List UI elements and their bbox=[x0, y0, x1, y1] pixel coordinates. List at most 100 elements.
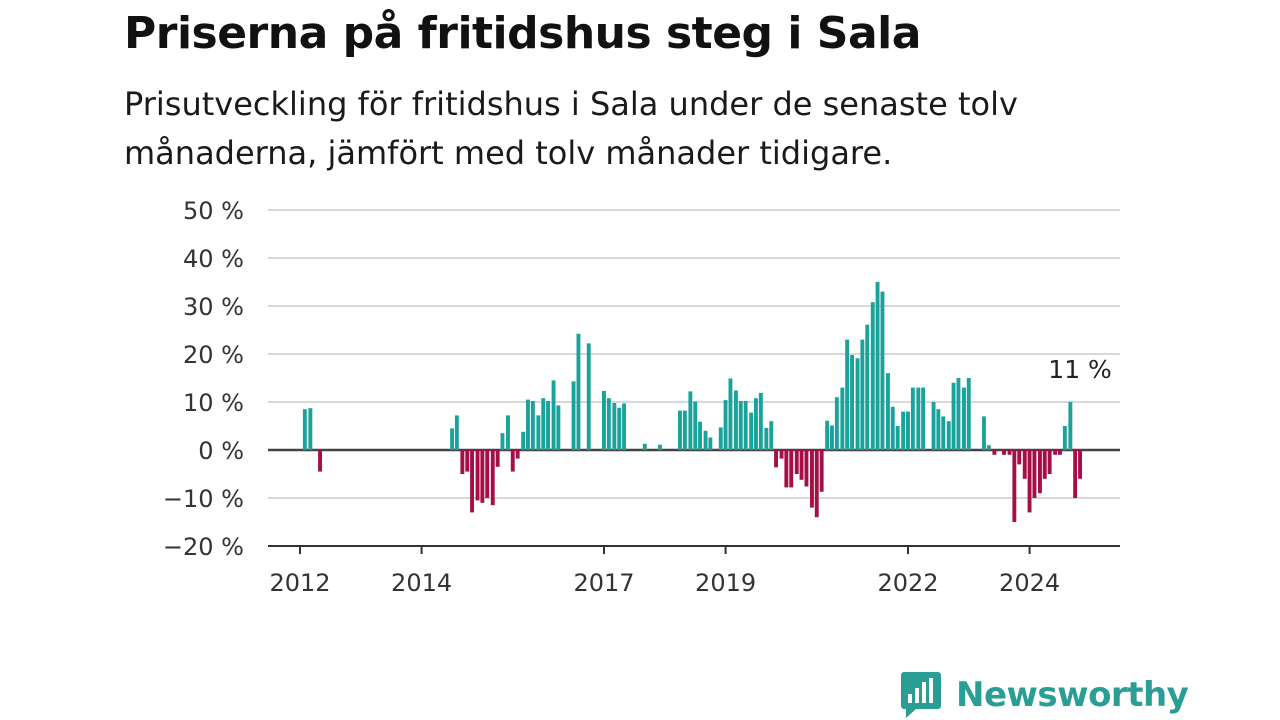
bar bbox=[556, 405, 561, 450]
bar bbox=[302, 409, 307, 450]
bar bbox=[825, 420, 830, 450]
bar bbox=[698, 421, 702, 450]
bar bbox=[475, 450, 480, 501]
x-tick-label: 2017 bbox=[573, 569, 634, 597]
bar bbox=[1022, 450, 1027, 479]
x-tick-label: 2019 bbox=[695, 569, 756, 597]
bar bbox=[1027, 450, 1032, 513]
bar bbox=[734, 390, 738, 450]
bar bbox=[1047, 450, 1052, 474]
bar bbox=[612, 403, 617, 450]
y-tick-label: 50 % bbox=[183, 197, 244, 225]
x-tick-label: 2024 bbox=[999, 569, 1060, 597]
y-axis: 50 % 40 % 30 % 20 % 10 % 0 % −10 % −20 % bbox=[163, 197, 244, 561]
brand-name: Newsworthy bbox=[956, 675, 1189, 715]
bar bbox=[860, 339, 865, 450]
bar bbox=[834, 397, 839, 450]
bar bbox=[850, 355, 854, 450]
y-tick-label: 30 % bbox=[183, 293, 244, 321]
bar bbox=[1042, 450, 1047, 479]
bar bbox=[308, 408, 313, 450]
bar bbox=[510, 450, 515, 472]
bars bbox=[302, 282, 1082, 522]
bar bbox=[703, 430, 708, 450]
bar bbox=[1038, 450, 1042, 494]
bar bbox=[1078, 450, 1082, 479]
bar bbox=[886, 373, 890, 450]
bar bbox=[678, 410, 682, 450]
bar bbox=[1002, 450, 1006, 455]
gridlines bbox=[268, 209, 1120, 499]
bar bbox=[708, 437, 713, 450]
bar bbox=[804, 450, 809, 487]
bar bbox=[1032, 450, 1037, 498]
bar bbox=[921, 387, 926, 450]
bar bbox=[682, 410, 687, 450]
bar bbox=[1007, 450, 1012, 455]
bar bbox=[890, 406, 895, 450]
bar bbox=[526, 399, 530, 450]
bar bbox=[956, 378, 961, 450]
bar bbox=[865, 324, 870, 450]
bar bbox=[1062, 426, 1067, 450]
bar bbox=[794, 450, 799, 474]
x-tick-label: 2022 bbox=[877, 569, 938, 597]
bar bbox=[840, 387, 845, 450]
bar bbox=[571, 381, 576, 450]
bar bbox=[642, 443, 647, 450]
y-tick-label: 20 % bbox=[183, 341, 244, 369]
bar bbox=[515, 450, 520, 459]
y-tick-label: −20 % bbox=[163, 533, 244, 561]
y-tick-label: 0 % bbox=[198, 437, 244, 465]
newsworthy-logo[interactable]: Newsworthy bbox=[900, 670, 1189, 720]
bar bbox=[992, 450, 997, 455]
bar bbox=[814, 450, 819, 518]
bar bbox=[810, 450, 814, 508]
bar bbox=[966, 378, 971, 450]
bar bbox=[551, 380, 556, 450]
bar bbox=[769, 421, 774, 450]
bar bbox=[855, 358, 860, 450]
bar bbox=[536, 415, 541, 450]
bar bbox=[743, 401, 748, 450]
bar bbox=[602, 391, 606, 450]
bar bbox=[779, 450, 784, 459]
bar bbox=[931, 402, 936, 450]
bar bbox=[718, 427, 723, 450]
bar bbox=[962, 387, 966, 450]
bar bbox=[617, 407, 622, 450]
bar bbox=[875, 282, 880, 450]
bar bbox=[1012, 450, 1017, 522]
bar bbox=[521, 431, 526, 450]
bar bbox=[830, 425, 834, 450]
bar bbox=[723, 400, 728, 450]
bar bbox=[693, 401, 698, 450]
bar bbox=[541, 398, 546, 450]
bar bbox=[658, 444, 662, 450]
bar bbox=[485, 450, 490, 498]
bar bbox=[906, 411, 910, 450]
bar bbox=[688, 391, 693, 450]
bar bbox=[490, 450, 495, 506]
bar bbox=[606, 398, 611, 450]
bar bbox=[622, 403, 626, 450]
bar bbox=[506, 415, 510, 450]
bar bbox=[546, 401, 550, 450]
bar bbox=[530, 401, 535, 450]
bar bbox=[764, 427, 769, 450]
bar bbox=[870, 302, 875, 450]
chart-title: Priserna på fritidshus steg i Sala bbox=[124, 8, 921, 59]
bar bbox=[784, 450, 789, 488]
bar bbox=[819, 450, 824, 492]
bar bbox=[936, 409, 941, 450]
x-tick-label: 2012 bbox=[269, 569, 330, 597]
y-tick-label: −10 % bbox=[163, 485, 244, 513]
bar bbox=[916, 387, 921, 450]
bar bbox=[1073, 450, 1078, 498]
bar bbox=[951, 382, 956, 450]
annotation: 11 % bbox=[1048, 355, 1112, 384]
bar bbox=[738, 401, 743, 450]
bar bbox=[758, 392, 763, 450]
bar bbox=[754, 398, 758, 450]
